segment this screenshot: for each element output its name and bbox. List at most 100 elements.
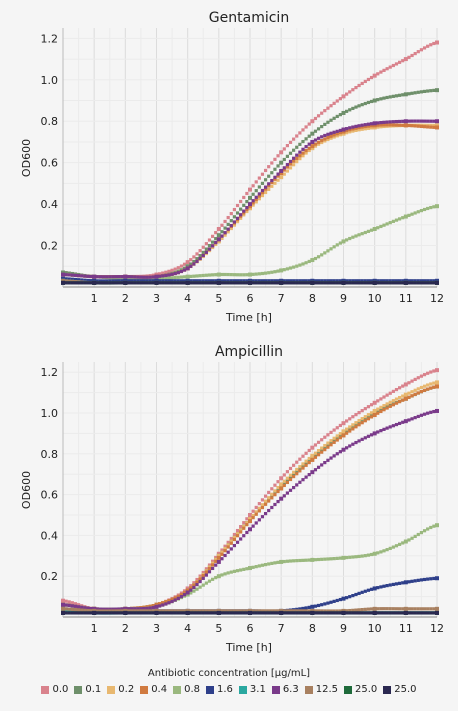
series-marker [214,279,218,283]
series-marker [338,281,342,285]
series-marker [189,264,193,268]
series-marker [326,557,330,561]
series-marker [273,611,277,615]
series-marker [263,609,268,613]
series-marker [301,609,305,613]
series-marker [70,604,74,608]
legend-item: 3.1 [238,684,266,695]
series-marker [117,279,121,283]
series-marker [435,523,439,527]
series-marker [235,534,240,538]
series-marker [316,449,321,453]
series-marker [260,563,265,567]
series-marker [192,583,196,587]
series-marker [341,448,346,452]
series-marker [304,461,308,465]
series-marker [167,601,171,605]
series-marker [366,77,371,82]
series-marker [148,606,152,610]
series-marker [366,417,371,421]
series-marker [310,558,314,562]
series-marker [220,552,224,556]
series-marker [251,609,255,613]
series-marker [217,560,221,564]
series-marker [426,611,430,615]
series-marker [354,608,358,612]
series-marker [67,607,71,611]
series-marker [198,609,202,613]
series-marker [413,579,417,583]
series-marker [267,611,271,615]
series-marker [292,281,296,285]
series-marker [176,281,180,285]
series-marker [354,124,358,128]
series-marker [301,478,305,482]
series-marker [316,465,321,469]
series-marker [239,537,243,541]
x-tick-label: 1 [91,292,98,305]
series-marker [348,425,352,429]
series-marker [307,456,311,461]
series-marker [67,603,71,607]
series-marker [170,279,174,283]
series-marker [285,144,289,148]
series-marker [382,281,386,285]
series-marker [114,607,118,611]
series-marker [422,384,427,388]
series-marker [413,611,417,615]
series-marker [345,431,349,435]
series-marker [391,281,395,285]
series-marker [80,281,84,285]
series-marker [295,153,299,157]
series-marker [164,276,168,280]
series-marker [214,611,218,615]
series-marker [170,276,174,280]
series-marker [338,432,342,436]
series-marker [179,275,184,279]
series-marker [242,211,246,215]
series-marker [422,412,427,416]
series-marker [229,541,233,545]
series-marker [260,279,265,283]
series-marker [307,558,311,562]
series-marker [211,566,215,571]
series-marker [429,382,433,386]
series-marker [304,151,308,155]
series-marker [394,119,399,124]
series-marker [320,603,324,607]
series-marker [369,281,374,285]
series-marker [391,611,395,615]
series-marker [145,606,149,610]
series-marker [357,419,361,423]
series-marker [83,608,87,612]
series-marker [239,611,243,615]
series-marker [416,50,420,54]
series-marker [323,279,327,283]
series-marker [432,369,436,373]
series-marker [369,587,374,591]
series-marker [329,609,333,613]
series-marker [376,551,380,555]
series-marker [360,127,364,131]
series-marker [279,175,283,179]
series-marker [398,217,402,221]
series-marker [220,281,224,285]
series-marker [211,281,215,285]
series-marker [363,79,367,84]
series-marker [332,101,336,105]
series-marker [329,456,333,460]
y-tick-label: 0.2 [41,240,59,253]
series-marker [111,609,115,613]
series-marker [323,139,327,143]
series-marker [217,281,221,285]
series-marker [223,231,227,235]
series-marker [67,279,71,283]
series-marker [189,584,193,588]
series-marker [320,463,324,467]
series-marker [158,604,162,608]
series-marker [173,281,177,285]
series-marker [151,275,155,279]
series-marker [329,134,333,138]
series-marker [217,237,221,241]
series-marker [366,124,371,128]
